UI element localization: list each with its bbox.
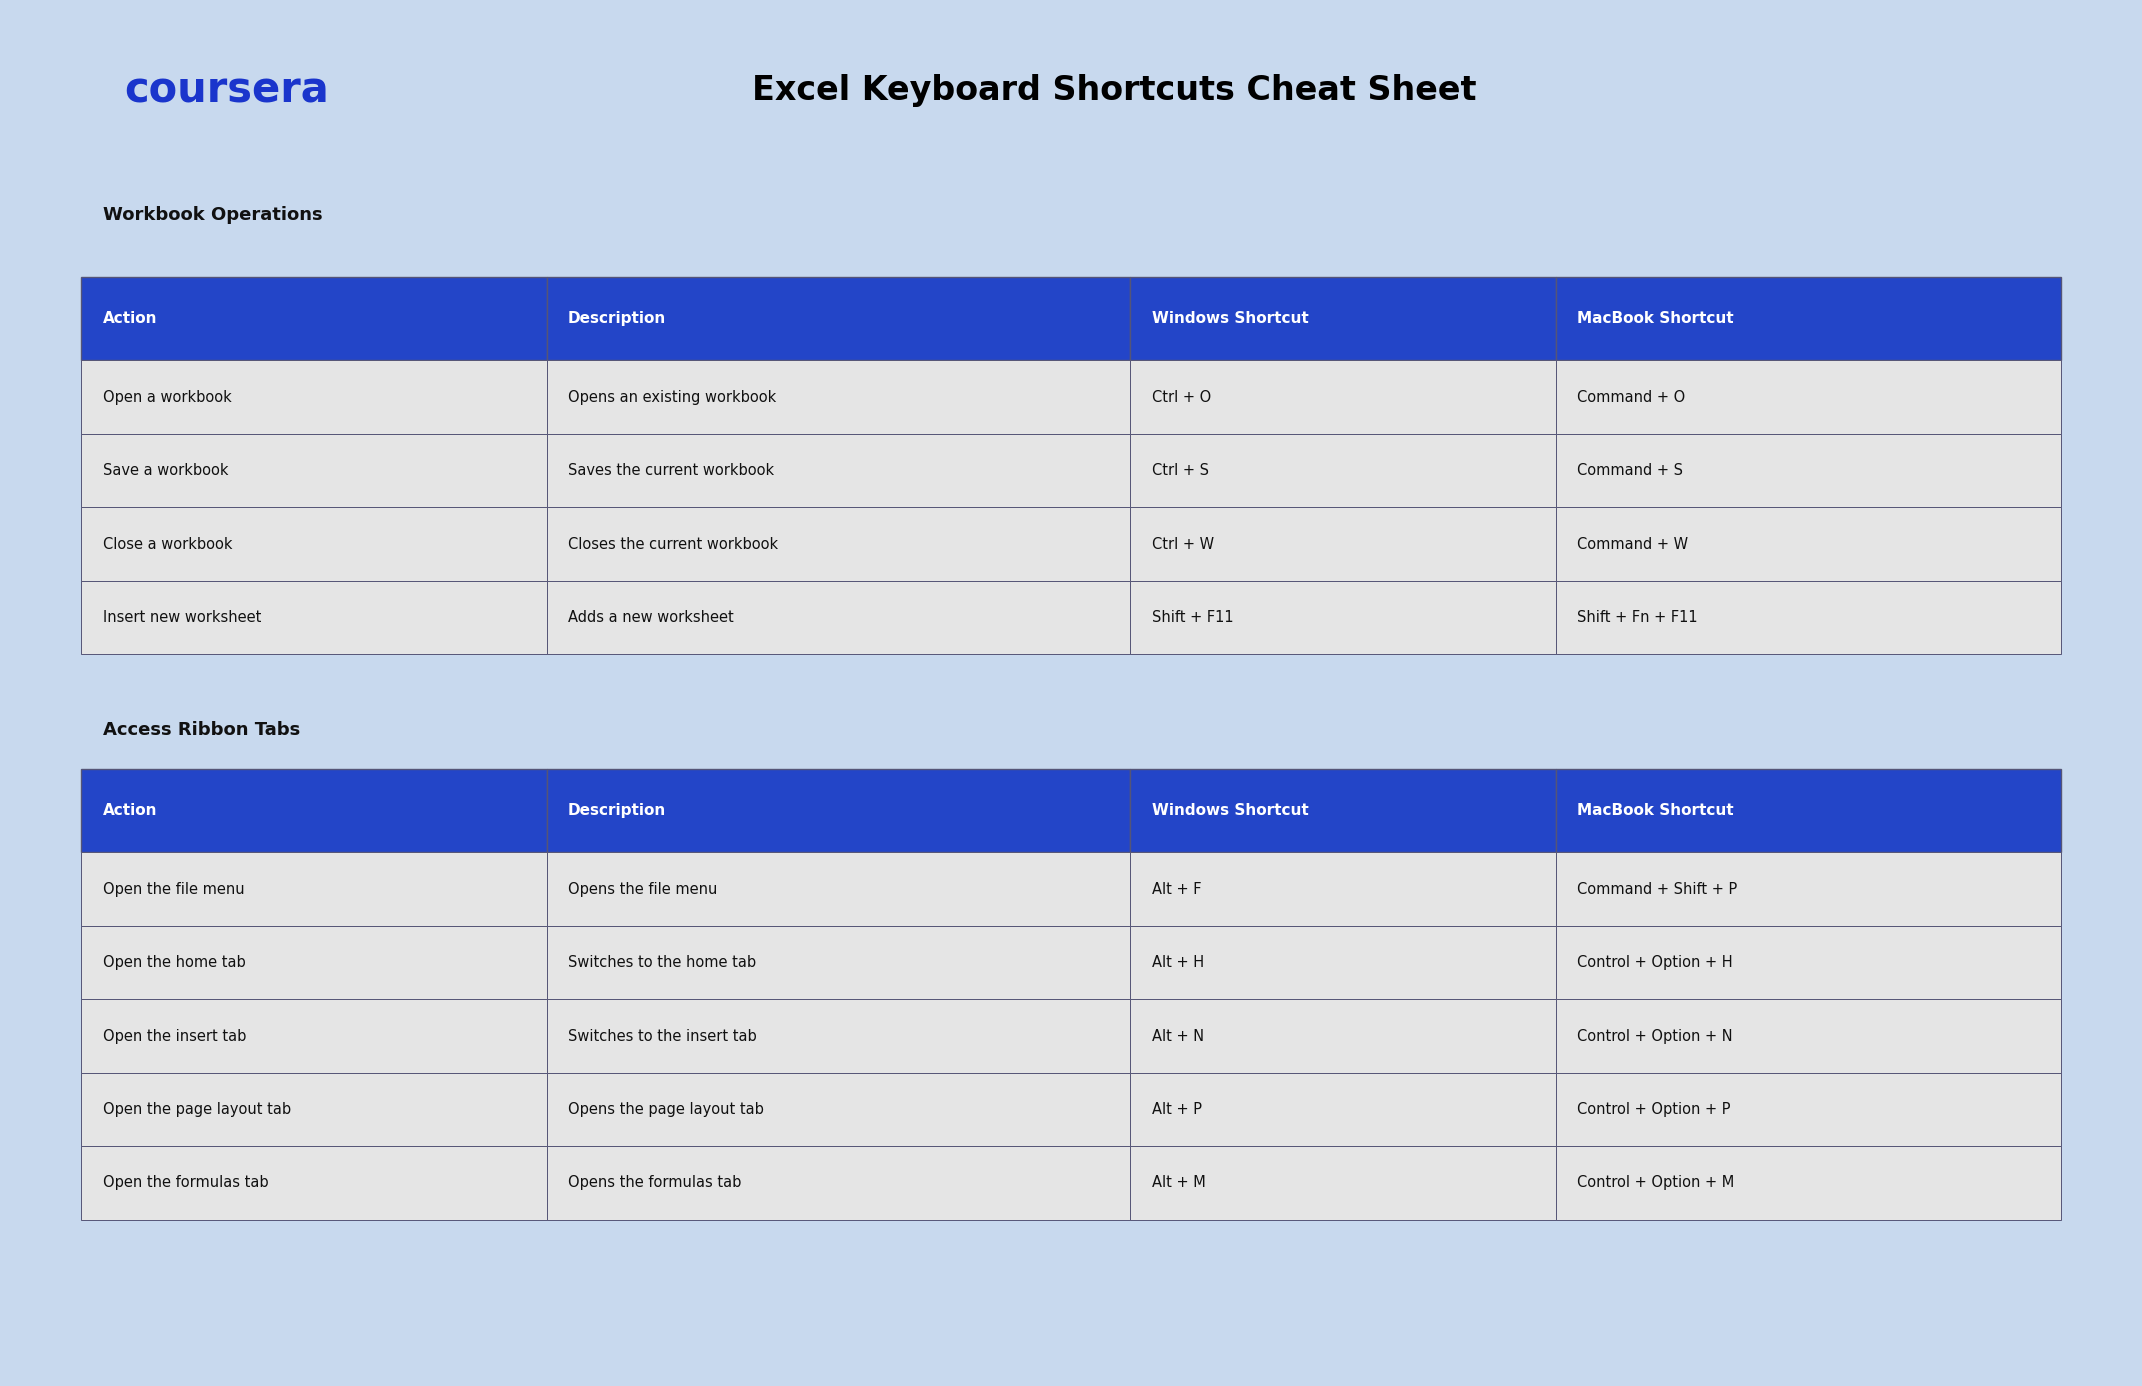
- Text: Windows Shortcut: Windows Shortcut: [1152, 804, 1309, 818]
- Bar: [1555, 277, 2061, 360]
- Bar: [1555, 852, 2061, 926]
- Text: Alt + P: Alt + P: [1152, 1102, 1202, 1117]
- Text: Control + Option + N: Control + Option + N: [1577, 1028, 1733, 1044]
- Text: Control + Option + H: Control + Option + H: [1577, 955, 1733, 970]
- Text: Ctrl + S: Ctrl + S: [1152, 463, 1208, 478]
- Bar: [1555, 999, 2061, 1073]
- Text: Control + Option + P: Control + Option + P: [1577, 1102, 1731, 1117]
- Text: Shift + F11: Shift + F11: [1152, 610, 1234, 625]
- Bar: [1555, 581, 2061, 654]
- Text: Adds a new worksheet: Adds a new worksheet: [568, 610, 735, 625]
- Text: Saves the current workbook: Saves the current workbook: [568, 463, 773, 478]
- Text: Open the insert tab: Open the insert tab: [103, 1028, 246, 1044]
- Bar: [81, 277, 546, 360]
- Bar: [1131, 999, 1555, 1073]
- Bar: [81, 1073, 546, 1146]
- Bar: [546, 360, 1131, 434]
- Text: Description: Description: [568, 312, 666, 326]
- Text: Windows Shortcut: Windows Shortcut: [1152, 312, 1309, 326]
- Text: Open the formulas tab: Open the formulas tab: [103, 1175, 268, 1191]
- Bar: [81, 360, 546, 434]
- Text: Action: Action: [103, 804, 156, 818]
- Bar: [1555, 507, 2061, 581]
- Text: Insert new worksheet: Insert new worksheet: [103, 610, 261, 625]
- Text: Open the home tab: Open the home tab: [103, 955, 246, 970]
- Text: Excel Keyboard Shortcuts Cheat Sheet: Excel Keyboard Shortcuts Cheat Sheet: [752, 73, 1476, 107]
- Bar: [81, 926, 546, 999]
- Bar: [1555, 434, 2061, 507]
- Bar: [1131, 926, 1555, 999]
- Text: Command + O: Command + O: [1577, 389, 1686, 405]
- Text: Ctrl + W: Ctrl + W: [1152, 536, 1215, 552]
- Bar: [546, 926, 1131, 999]
- Bar: [81, 852, 546, 926]
- Bar: [1555, 1073, 2061, 1146]
- Text: Alt + N: Alt + N: [1152, 1028, 1204, 1044]
- Text: Open a workbook: Open a workbook: [103, 389, 231, 405]
- Bar: [1555, 769, 2061, 852]
- Text: Alt + F: Alt + F: [1152, 881, 1202, 897]
- Text: Save a workbook: Save a workbook: [103, 463, 229, 478]
- Bar: [81, 1146, 546, 1220]
- Text: Open the page layout tab: Open the page layout tab: [103, 1102, 291, 1117]
- Text: Closes the current workbook: Closes the current workbook: [568, 536, 778, 552]
- Bar: [81, 769, 546, 852]
- Text: Shift + Fn + F11: Shift + Fn + F11: [1577, 610, 1699, 625]
- Text: MacBook Shortcut: MacBook Shortcut: [1577, 804, 1735, 818]
- Bar: [1555, 1146, 2061, 1220]
- Bar: [546, 769, 1131, 852]
- Bar: [546, 581, 1131, 654]
- Bar: [1555, 926, 2061, 999]
- Bar: [546, 434, 1131, 507]
- Text: Command + W: Command + W: [1577, 536, 1688, 552]
- Text: Description: Description: [568, 804, 666, 818]
- Text: Alt + M: Alt + M: [1152, 1175, 1206, 1191]
- Text: Action: Action: [103, 312, 156, 326]
- Bar: [81, 434, 546, 507]
- Bar: [1131, 769, 1555, 852]
- Bar: [546, 277, 1131, 360]
- Bar: [1131, 360, 1555, 434]
- Text: Opens the formulas tab: Opens the formulas tab: [568, 1175, 741, 1191]
- Text: MacBook Shortcut: MacBook Shortcut: [1577, 312, 1735, 326]
- Text: Command + Shift + P: Command + Shift + P: [1577, 881, 1737, 897]
- Text: Open the file menu: Open the file menu: [103, 881, 244, 897]
- Bar: [81, 507, 546, 581]
- Text: Opens the file menu: Opens the file menu: [568, 881, 718, 897]
- Text: Switches to the insert tab: Switches to the insert tab: [568, 1028, 756, 1044]
- Bar: [1131, 581, 1555, 654]
- Text: Switches to the home tab: Switches to the home tab: [568, 955, 756, 970]
- Bar: [81, 999, 546, 1073]
- Bar: [1131, 277, 1555, 360]
- Text: Close a workbook: Close a workbook: [103, 536, 231, 552]
- Text: Control + Option + M: Control + Option + M: [1577, 1175, 1735, 1191]
- Bar: [546, 1146, 1131, 1220]
- Text: Opens an existing workbook: Opens an existing workbook: [568, 389, 775, 405]
- Bar: [546, 1073, 1131, 1146]
- Text: Command + S: Command + S: [1577, 463, 1684, 478]
- Text: Opens the page layout tab: Opens the page layout tab: [568, 1102, 765, 1117]
- Bar: [1131, 1073, 1555, 1146]
- Bar: [1555, 360, 2061, 434]
- Bar: [1131, 507, 1555, 581]
- Bar: [546, 852, 1131, 926]
- Text: Ctrl + O: Ctrl + O: [1152, 389, 1210, 405]
- Text: Access Ribbon Tabs: Access Ribbon Tabs: [103, 722, 300, 739]
- Bar: [81, 581, 546, 654]
- Bar: [546, 507, 1131, 581]
- Text: Workbook Operations: Workbook Operations: [103, 207, 323, 223]
- Bar: [1131, 1146, 1555, 1220]
- Bar: [1131, 434, 1555, 507]
- Text: Alt + H: Alt + H: [1152, 955, 1204, 970]
- Bar: [546, 999, 1131, 1073]
- Text: coursera: coursera: [124, 69, 330, 111]
- Bar: [1131, 852, 1555, 926]
